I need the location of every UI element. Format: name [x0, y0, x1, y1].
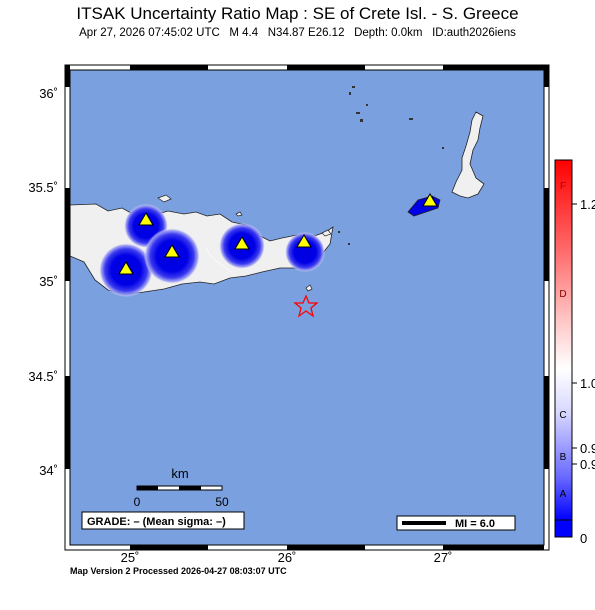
colorbar-value: 0 — [580, 531, 587, 546]
station-triangle[interactable] — [118, 261, 134, 275]
epicenter-star[interactable] — [293, 294, 319, 318]
scale-start: 0 — [134, 495, 141, 509]
grade-letter: F — [560, 181, 566, 192]
colorbar-value: 1.0 — [580, 376, 595, 391]
lon-label: 25˚ — [121, 550, 140, 565]
scale-bar: km 0 50 — [134, 466, 229, 509]
event-id: ID:auth2026iens — [432, 27, 516, 39]
colorbar: F D C B A 1.2 1.0 0.9 0.9 0 — [554, 159, 595, 546]
grade-letter: A — [560, 489, 567, 500]
station-triangle[interactable] — [234, 236, 250, 250]
lon-label: 27˚ — [434, 550, 453, 565]
uncertainty-zone — [285, 232, 325, 272]
grade-letter: C — [559, 410, 566, 421]
scale-end: 50 — [215, 495, 229, 509]
colorbar-value: 0.9 — [580, 457, 595, 472]
map-title: ITSAK Uncertainty Ratio Map : SE of Cret… — [76, 4, 519, 23]
event-subtitle: Apr 27, 2026 07:45:02 UTC M 4.4 N34.87 E… — [0, 27, 595, 39]
station-triangle[interactable] — [164, 244, 180, 258]
contour-line — [205, 247, 231, 273]
scale-unit: km — [171, 466, 188, 481]
event-depth: Depth: 0.0km — [354, 27, 423, 39]
mi-text: MI = 6.0 — [455, 518, 495, 530]
lat-label: 36˚ — [39, 86, 58, 101]
processing-footer: Map Version 2 Processed 2026-04-27 08:03… — [70, 566, 287, 576]
lat-label: 34˚ — [39, 463, 58, 478]
colorbar-value: 0.9 — [580, 441, 595, 456]
islet — [235, 211, 243, 217]
karpathos-island — [451, 111, 485, 199]
grade-text: GRADE: – (Mean sigma: –) — [87, 516, 226, 528]
lat-label: 35.5˚ — [28, 180, 58, 195]
grade-letter: B — [560, 452, 567, 463]
dodecanese-islets — [338, 86, 444, 245]
event-magnitude: M 4.4 — [229, 27, 259, 39]
islet — [157, 194, 172, 203]
grade-box — [81, 511, 245, 530]
lat-label: 34.5˚ — [28, 369, 58, 384]
islet — [321, 229, 332, 237]
lat-label: 35˚ — [39, 274, 58, 289]
colorbar-value: 1.2 — [580, 197, 595, 212]
islet — [305, 284, 313, 292]
frame-ticks — [65, 65, 549, 550]
colorbar-ticks — [572, 203, 577, 465]
grade-letter: D — [559, 289, 566, 300]
event-datetime: Apr 27, 2026 07:45:02 UTC — [79, 27, 220, 39]
lon-label: 26˚ — [278, 550, 297, 565]
mi-box — [396, 515, 516, 531]
event-location: N34.87 E26.12 — [267, 27, 345, 39]
station-triangle[interactable] — [422, 193, 438, 207]
station-triangle[interactable] — [138, 212, 154, 226]
seismic-stations — [118, 193, 438, 275]
station-triangle[interactable] — [296, 234, 312, 248]
